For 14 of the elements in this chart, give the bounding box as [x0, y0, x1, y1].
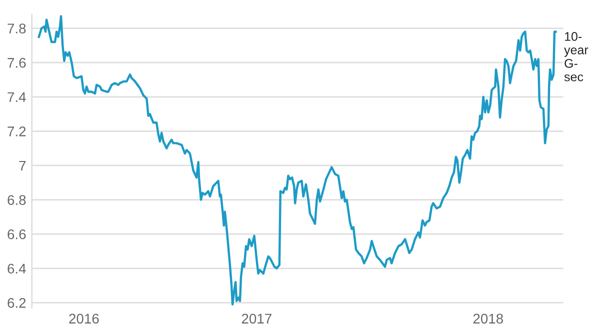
y-tick-label: 6.6: [8, 229, 26, 240]
y-tick-label: 7.6: [8, 58, 26, 68]
y-tick-label: 6.8: [8, 195, 26, 205]
y-tick-label: 6.2: [8, 298, 26, 308]
series-label: 10-year G-sec: [564, 32, 588, 82]
y-tick-label: 7.4: [8, 92, 26, 102]
y-tick-label: 7.2: [8, 126, 26, 136]
y-tick-label: 7: [19, 160, 26, 171]
x-tick-label: 2018: [473, 314, 503, 324]
y-tick-label: 6.4: [8, 264, 26, 274]
line-series: [38, 15, 557, 306]
y-tick-label: 7.8: [8, 24, 26, 34]
x-tick-label: 2017: [242, 314, 272, 324]
x-tick-label: 2016: [69, 314, 99, 324]
